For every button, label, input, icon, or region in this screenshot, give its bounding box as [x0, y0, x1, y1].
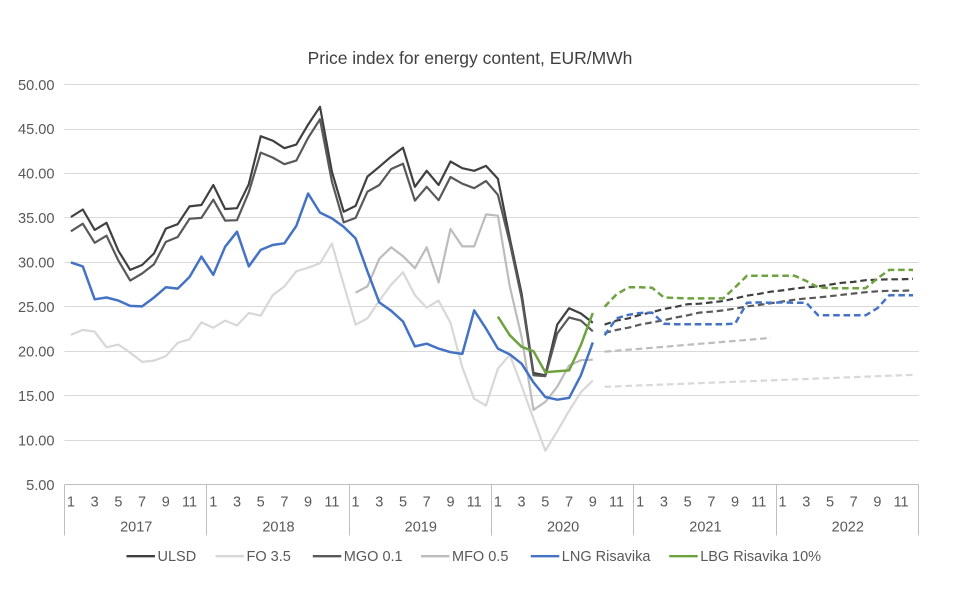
svg-text:Price index for energy content: Price index for energy content, EUR/MWh	[308, 48, 633, 68]
svg-text:11: 11	[324, 495, 339, 511]
svg-text:2022: 2022	[832, 520, 864, 536]
svg-text:1: 1	[209, 495, 217, 511]
svg-text:35.00: 35.00	[18, 211, 55, 227]
svg-text:9: 9	[304, 495, 312, 511]
svg-text:9: 9	[446, 495, 454, 511]
svg-text:5.00: 5.00	[26, 478, 54, 494]
svg-text:1: 1	[778, 495, 786, 511]
svg-text:20.00: 20.00	[18, 345, 55, 361]
svg-text:15.00: 15.00	[18, 389, 55, 405]
svg-text:ULSD: ULSD	[158, 549, 197, 565]
svg-text:MFO 0.5: MFO 0.5	[452, 549, 508, 565]
svg-text:11: 11	[894, 495, 909, 511]
svg-text:FO 3.5: FO 3.5	[247, 549, 291, 565]
svg-text:50.00: 50.00	[18, 78, 55, 94]
svg-text:11: 11	[609, 495, 624, 511]
svg-text:LBG Risavika 10%: LBG Risavika 10%	[700, 549, 821, 565]
svg-text:2020: 2020	[547, 520, 579, 536]
svg-text:1: 1	[352, 495, 360, 511]
svg-text:3: 3	[802, 495, 810, 511]
svg-text:3: 3	[375, 495, 383, 511]
svg-text:11: 11	[467, 495, 482, 511]
svg-text:7: 7	[138, 495, 146, 511]
svg-text:9: 9	[731, 495, 739, 511]
svg-text:7: 7	[565, 495, 573, 511]
svg-text:7: 7	[423, 495, 431, 511]
svg-text:7: 7	[707, 495, 715, 511]
svg-text:10.00: 10.00	[18, 433, 55, 449]
svg-text:LNG Risavika: LNG Risavika	[562, 549, 652, 565]
svg-text:5: 5	[684, 495, 692, 511]
svg-text:3: 3	[518, 495, 526, 511]
svg-text:30.00: 30.00	[18, 256, 55, 272]
svg-text:45.00: 45.00	[18, 122, 55, 138]
svg-text:9: 9	[873, 495, 881, 511]
svg-text:3: 3	[91, 495, 99, 511]
svg-text:2019: 2019	[405, 520, 437, 536]
svg-text:9: 9	[589, 495, 597, 511]
svg-text:1: 1	[636, 495, 644, 511]
svg-text:1: 1	[494, 495, 502, 511]
svg-text:MGO 0.1: MGO 0.1	[344, 549, 403, 565]
svg-text:9: 9	[162, 495, 170, 511]
svg-text:5: 5	[114, 495, 122, 511]
svg-text:2018: 2018	[262, 520, 294, 536]
svg-text:11: 11	[182, 495, 197, 511]
svg-text:5: 5	[826, 495, 834, 511]
svg-text:40.00: 40.00	[18, 167, 55, 183]
svg-text:3: 3	[660, 495, 668, 511]
svg-text:2017: 2017	[120, 520, 152, 536]
svg-text:5: 5	[541, 495, 549, 511]
svg-text:5: 5	[399, 495, 407, 511]
svg-text:5: 5	[257, 495, 265, 511]
svg-text:7: 7	[850, 495, 858, 511]
svg-text:1: 1	[67, 495, 75, 511]
svg-text:2021: 2021	[689, 520, 721, 536]
svg-text:11: 11	[751, 495, 766, 511]
svg-text:3: 3	[233, 495, 241, 511]
svg-text:25.00: 25.00	[18, 300, 55, 316]
svg-text:7: 7	[280, 495, 288, 511]
